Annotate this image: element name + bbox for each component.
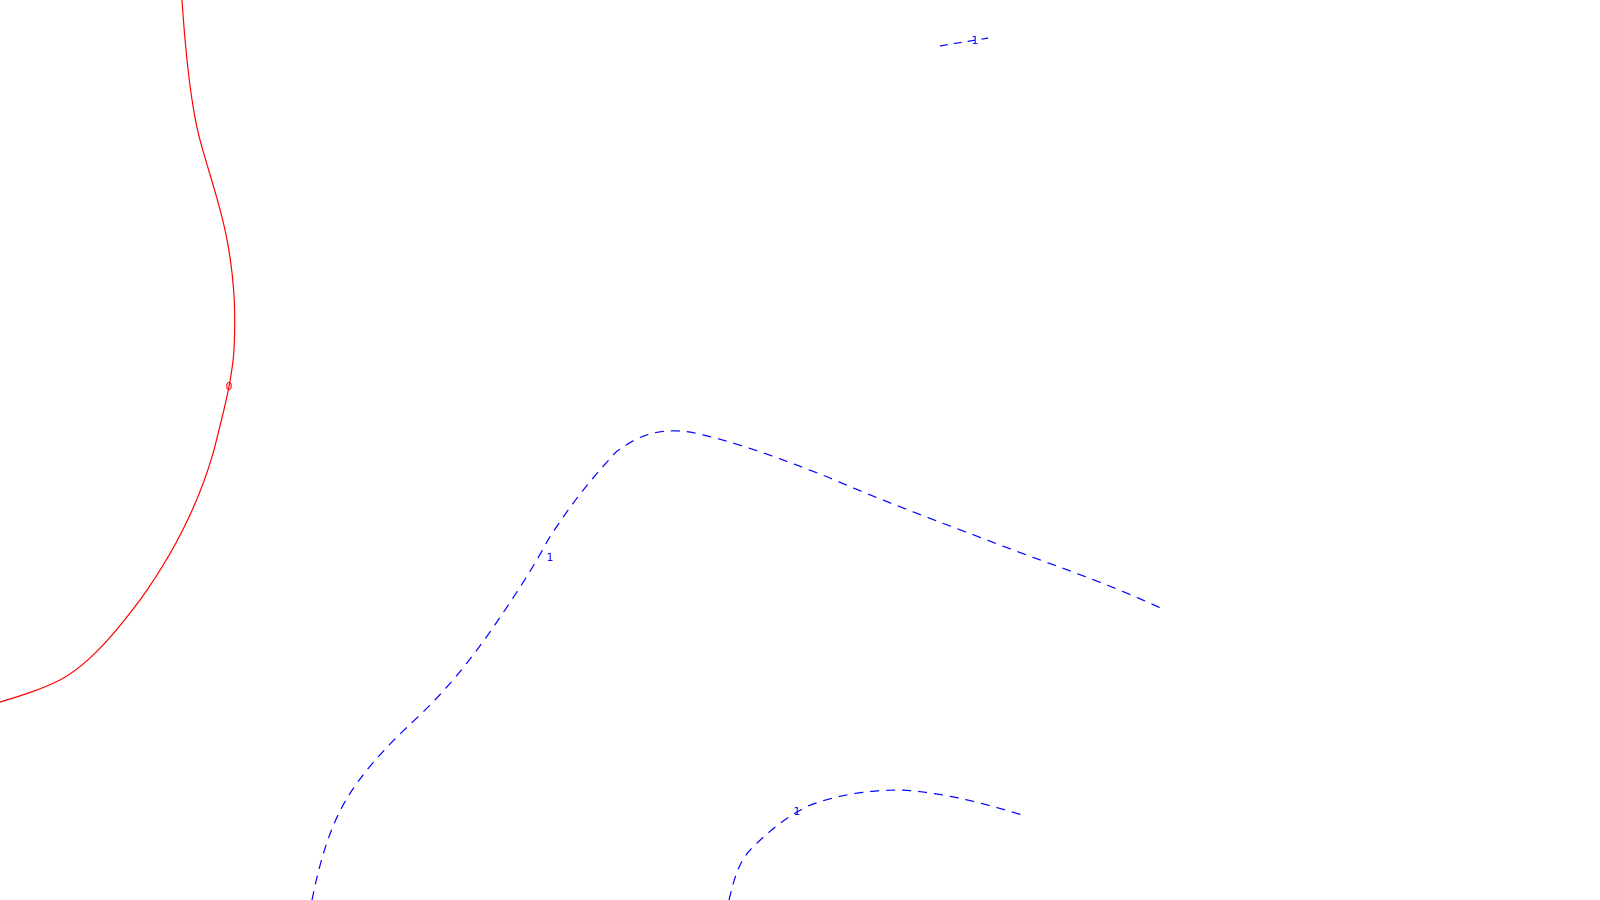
- bottom-arc-contour: 1: [728, 789, 1023, 900]
- top-small-contour-label: 1: [972, 34, 979, 47]
- top-small-contour-line: [939, 37, 989, 47]
- zero-contour-label: 0: [226, 380, 233, 393]
- middle-long-contour-label: 1: [547, 551, 554, 564]
- zero-contour: 0: [0, 0, 236, 703]
- top-small-contour: 1: [939, 34, 989, 47]
- bottom-arc-contour-line: [728, 789, 1023, 900]
- middle-long-contour-line: [311, 430, 1166, 900]
- middle-long-contour: 1: [311, 430, 1166, 900]
- zero-contour-line: [0, 0, 236, 703]
- bottom-arc-contour-label: 1: [794, 805, 801, 818]
